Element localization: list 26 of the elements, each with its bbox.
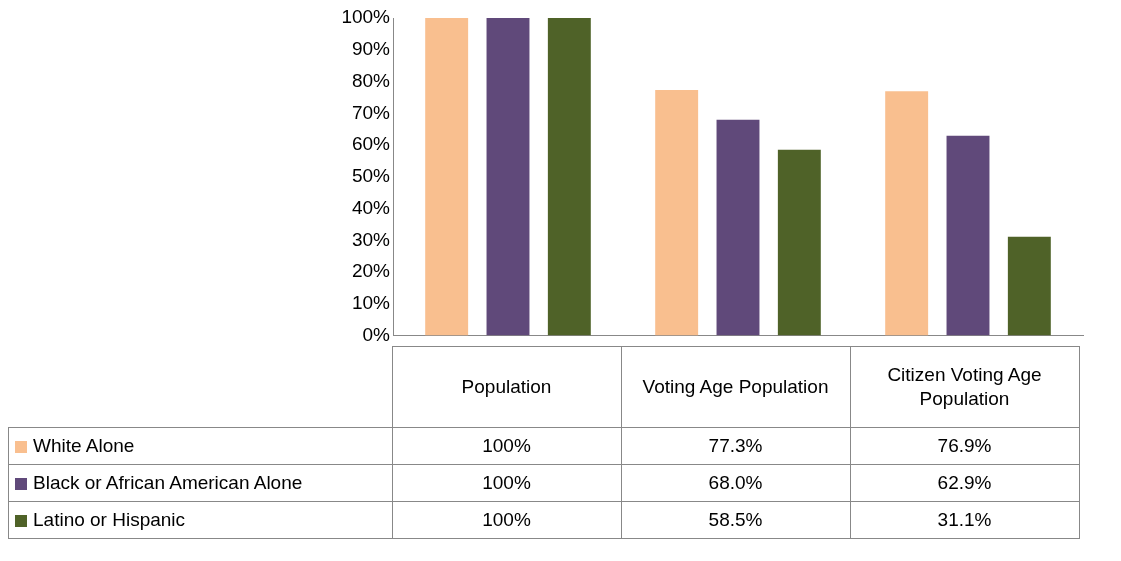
y-tick-label: 100%	[341, 6, 391, 28]
data-label: 68.0%	[621, 464, 850, 502]
data-label: 76.9%	[850, 427, 1079, 465]
data-label: 100%	[392, 501, 621, 539]
x-tick-label: Population	[461, 375, 552, 399]
data-label: 31.1%	[850, 501, 1079, 539]
data-label: 100%	[392, 464, 621, 502]
y-tick-label: 90%	[351, 37, 391, 59]
data-label: 58.5%	[621, 501, 850, 539]
y-tick-label: 0%	[362, 323, 391, 345]
legend-label: Latino or Hispanic	[33, 509, 186, 530]
y-tick-label: 60%	[351, 133, 391, 155]
y-tick-label: 10%	[351, 292, 391, 314]
data-label: 62.9%	[850, 464, 1079, 502]
y-tick-label: 70%	[351, 101, 391, 123]
y-tick-label: 80%	[351, 69, 391, 91]
legend-label: Black or African American Alone	[33, 472, 303, 493]
legend-label: White Alone	[33, 435, 135, 456]
y-tick-label: 40%	[351, 196, 391, 218]
y-tick-label: 30%	[351, 228, 391, 250]
x-tick-label: Voting Age Population	[642, 375, 829, 399]
data-label: 77.3%	[621, 427, 850, 465]
x-tick-label: Citizen Voting Age Population	[886, 363, 1043, 411]
y-tick-label: 50%	[351, 165, 391, 187]
data-label: 100%	[392, 427, 621, 465]
y-tick-label: 20%	[351, 260, 391, 282]
